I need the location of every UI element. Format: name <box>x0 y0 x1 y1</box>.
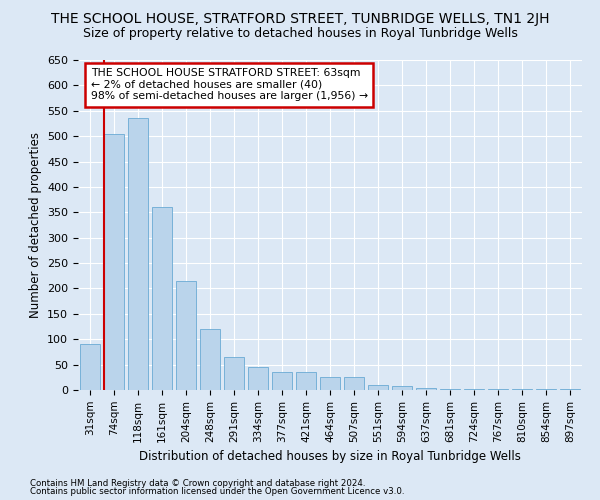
Bar <box>200 329 220 390</box>
Bar <box>224 357 244 390</box>
Bar <box>296 372 316 390</box>
Bar <box>152 207 172 390</box>
Bar <box>128 118 148 390</box>
Bar <box>392 386 412 390</box>
Bar <box>272 372 292 390</box>
X-axis label: Distribution of detached houses by size in Royal Tunbridge Wells: Distribution of detached houses by size … <box>139 450 521 463</box>
Bar <box>80 344 100 390</box>
Text: Contains HM Land Registry data © Crown copyright and database right 2024.: Contains HM Land Registry data © Crown c… <box>30 478 365 488</box>
Bar <box>104 134 124 390</box>
Text: Size of property relative to detached houses in Royal Tunbridge Wells: Size of property relative to detached ho… <box>83 28 517 40</box>
Bar <box>248 367 268 390</box>
Y-axis label: Number of detached properties: Number of detached properties <box>29 132 41 318</box>
Text: Contains public sector information licensed under the Open Government Licence v3: Contains public sector information licen… <box>30 487 404 496</box>
Bar <box>440 389 460 390</box>
Text: THE SCHOOL HOUSE STRATFORD STREET: 63sqm
← 2% of detached houses are smaller (40: THE SCHOOL HOUSE STRATFORD STREET: 63sqm… <box>91 68 368 102</box>
Bar <box>176 281 196 390</box>
Text: THE SCHOOL HOUSE, STRATFORD STREET, TUNBRIDGE WELLS, TN1 2JH: THE SCHOOL HOUSE, STRATFORD STREET, TUNB… <box>51 12 549 26</box>
Bar <box>344 378 364 390</box>
Bar <box>416 388 436 390</box>
Bar <box>320 378 340 390</box>
Bar <box>368 385 388 390</box>
